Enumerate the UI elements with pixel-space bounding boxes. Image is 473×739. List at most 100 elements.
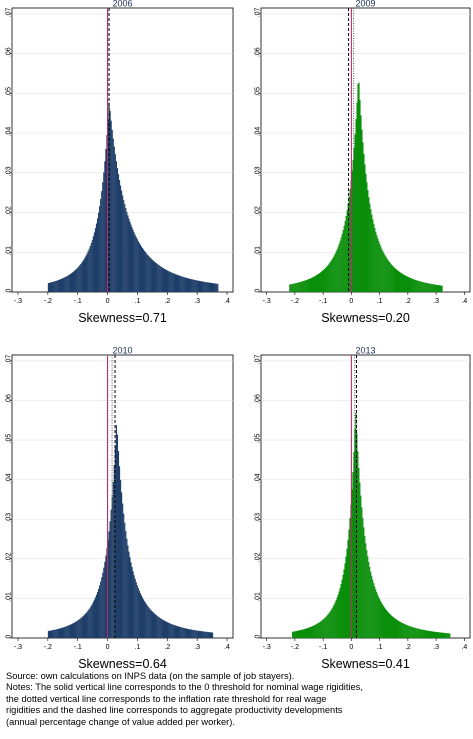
x-axis-ticks: -.3 -.2 -.1 0 .1 .2 .3 .4 [14,638,230,651]
histogram-bar [414,627,416,638]
histogram-bar [389,262,391,292]
x-tick-label: .4 [461,644,467,651]
histogram-bar [55,629,57,638]
histogram-bar [328,612,330,638]
histogram-bar [320,271,323,292]
skewness-label: Skewness=0.20 [321,311,410,325]
histogram-bar [75,269,77,292]
histogram-bar [174,625,176,638]
x-tick-label: .2 [405,644,411,651]
histogram-bar [382,604,384,638]
histogram-bar [409,626,411,638]
histogram-bar [63,627,65,638]
histogram-bar [80,263,82,292]
histogram-bar [95,223,98,292]
histogram-bar [118,180,121,292]
histogram-bar [434,284,436,292]
figure-notes: Source: own calculations on INPS data (o… [6,671,472,728]
histogram-bar [106,135,108,292]
histogram-bar [344,221,346,292]
histogram-bar [136,585,138,638]
histogram-bar [154,614,156,638]
histogram-bar [361,507,363,638]
histogram-bar [104,161,106,292]
histogram-bar [125,208,127,292]
histogram-bar [355,413,357,638]
histogram-bar [165,621,168,638]
histogram-bar [93,599,96,638]
histogram-bar [425,282,427,292]
histogram-bar [204,631,206,638]
histogram-bar [196,630,198,638]
histogram-bar [370,209,372,292]
x-tick-label: .3 [433,298,439,305]
histogram-bar [326,615,328,638]
histogram-bar [212,283,215,292]
histogram-bar [342,574,344,638]
histogram-bar [409,277,411,292]
histogram-bar [436,632,438,638]
histogram-bar [419,629,421,638]
histogram-bar [113,146,115,292]
x-tick-label: .2 [164,644,170,651]
y-tick-label: .03 [6,513,13,523]
histogram-bar [304,628,307,638]
histogram-bar [367,190,369,292]
histogram-bar [367,556,369,638]
histogram-bar [336,597,338,638]
x-tick-label: .1 [377,644,383,651]
histogram-bar [423,629,425,638]
histogram-bar [439,285,441,292]
x-tick-label: 0 [106,298,110,305]
histogram-bar [126,538,128,638]
histogram-bar [424,630,426,638]
histogram-bar [96,218,99,292]
histogram-bar [393,618,396,638]
histogram-bar [435,631,437,638]
notes-line: (annual percentage change of value added… [6,716,235,727]
histogram-bar [303,280,305,292]
histogram-bar [78,619,80,638]
histogram-bar [159,618,161,638]
histogram-bar [346,548,348,638]
histogram-bar [170,623,172,638]
x-tick-label: .3 [433,644,439,651]
histogram-bar [310,278,312,292]
histogram-bar [201,631,203,638]
histogram-bar [88,608,90,638]
histogram-bar [390,615,393,638]
x-tick-label: .1 [377,298,383,305]
histogram-bar [67,625,69,638]
histogram-bar [178,626,180,638]
skewness-label: Skewness=0.64 [78,657,167,671]
histogram-bar [430,631,432,638]
histogram-bar [211,632,214,638]
histogram-bar [292,631,294,638]
histogram-bar [357,451,359,638]
histogram-bar [440,632,442,638]
histogram-bar [324,268,326,292]
x-tick-label: 0 [349,644,353,651]
histogram-bar [144,250,146,292]
histogram-bar [317,622,319,638]
histogram-bar [434,631,436,638]
x-tick-label: .3 [194,644,200,651]
y-tick-label: .05 [255,434,262,444]
histogram-bar [320,620,322,638]
histogram-bar [337,594,339,638]
y-axis-ticks: 0 .01 .02 .03 .04 .05 .06 .07 [6,354,13,638]
histogram-bar [50,630,53,638]
histogram-bar [331,608,333,638]
histogram-bar [294,283,296,292]
histogram-bars [289,82,443,292]
histogram-bar [361,129,363,292]
histogram-bar [417,628,419,638]
histogram-bar [142,599,145,638]
histogram-bar [92,236,94,292]
histogram-bar [142,249,145,292]
histogram-bar [399,621,401,638]
histogram-bar [145,252,147,292]
x-tick-label: -.3 [263,644,271,651]
y-tick-label: .02 [6,206,13,216]
histogram-bar [205,282,207,292]
